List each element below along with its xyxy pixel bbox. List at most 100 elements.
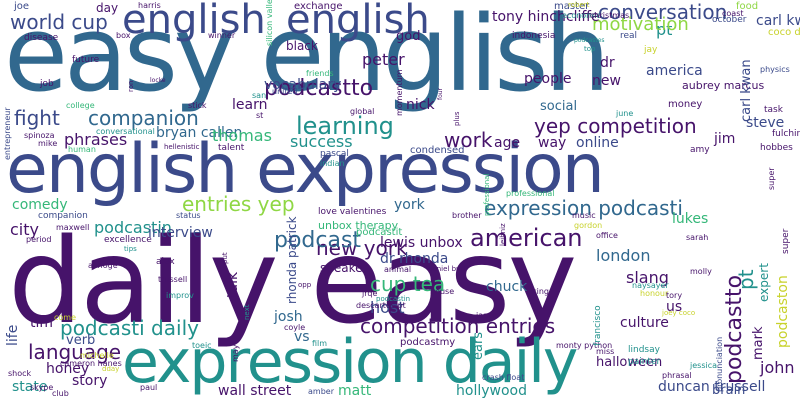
word-amber: skype: [30, 383, 54, 392]
word-unbox-therapy: rhonda patrick: [285, 216, 299, 304]
word-conversational: college: [66, 101, 95, 110]
word-tips: status: [176, 211, 201, 220]
word-physics: indonesia: [512, 31, 556, 41]
word-hollywood: josh: [274, 309, 303, 325]
word-day: tony hinchcliffe: [492, 9, 600, 25]
word-come: opp: [298, 281, 312, 289]
word-fight: fight: [14, 106, 60, 130]
word-joe: ears: [471, 331, 486, 360]
word-online: nick: [406, 97, 435, 113]
word-nick: carl kwan: [756, 13, 800, 29]
word-talk: city: [10, 220, 39, 239]
word-language: pt: [656, 20, 673, 39]
word-podcastin-small: film: [312, 339, 328, 348]
word-house: descartes pt: [356, 301, 406, 310]
word-podcast: podcastto: [722, 274, 747, 384]
word-tony-hinchcliffe: verb: [66, 333, 96, 348]
word-lukes: podcastin: [94, 218, 172, 237]
word-master: disease: [24, 33, 59, 43]
word-life: state: [12, 379, 48, 395]
word-comedy: story: [72, 373, 108, 389]
word-companion-small: indian: [320, 159, 345, 168]
word-slang: interview: [148, 225, 213, 241]
word-city: way: [538, 135, 567, 151]
word-learn: bryan callen: [156, 125, 243, 141]
word-dday: next: [243, 304, 251, 320]
word-office: animal: [384, 265, 412, 274]
word-aubrey-marcus: brain: [712, 383, 746, 398]
word-next: monty python: [556, 341, 613, 350]
word-coyle: joey coco: [662, 309, 696, 317]
word-culture: talk: [225, 271, 241, 298]
word-duncan-trussell: god: [396, 29, 421, 44]
word-new: steve: [746, 115, 785, 131]
word-human: plus: [453, 111, 461, 126]
word-skype: michelle: [80, 351, 114, 360]
word-brendan-schaub: super: [781, 228, 791, 254]
word-way: new: [592, 73, 621, 89]
word-english-1: english: [122, 0, 266, 43]
word-opp: tory: [666, 291, 683, 300]
word-status: pascal: [320, 149, 349, 159]
word-matt: host: [370, 298, 405, 317]
word-film: amber: [308, 387, 334, 396]
word-god: people: [524, 71, 572, 87]
word-molly: king: [532, 287, 550, 296]
word-friends: put: [221, 252, 229, 264]
word-dark: naysayer: [632, 281, 669, 290]
word-toeic: trussell: [158, 275, 188, 284]
word-jessica: professional: [483, 173, 491, 216]
word-miss: phrasal: [662, 371, 692, 380]
word-put: coyle: [284, 323, 306, 332]
word-mark: us: [666, 299, 683, 315]
word-june: jay: [644, 45, 658, 55]
word-hobbes: june: [616, 109, 634, 118]
word-conversation: conversation: [598, 0, 728, 24]
word-age: america: [646, 63, 703, 79]
word-podcastmy: paul: [140, 383, 158, 392]
word-podcastin: online: [576, 135, 619, 151]
word-san: dday: [102, 365, 120, 373]
word-an: silicon valley: [265, 0, 274, 46]
word-painter: professional: [506, 189, 555, 198]
word-competition-entries: competition entries: [360, 314, 556, 338]
word-expression-daily: expression daily: [122, 327, 578, 397]
word-professional: music: [572, 211, 596, 220]
word-social: black: [286, 39, 318, 53]
word-united: come: [54, 313, 77, 322]
word-four: robert: [568, 1, 590, 9]
word-economic: harris: [138, 1, 161, 10]
word-entrepreneur: winner: [208, 31, 236, 40]
word-sarah: office: [596, 231, 618, 240]
word-period: aj hoge: [88, 261, 118, 270]
word-maxwell: may: [231, 344, 240, 362]
word-vocabulary: life: [5, 324, 21, 346]
word-verb: tim: [30, 315, 54, 331]
word-show: super: [767, 167, 776, 190]
word-jim: john: [760, 358, 795, 377]
word-wall-street: matt: [338, 383, 372, 399]
word-october: master: [554, 1, 590, 12]
word-eminem: four: [437, 87, 444, 100]
word-interview: york: [394, 197, 425, 213]
word-aj-hoge: alex: [156, 257, 175, 267]
word-josh: language: [28, 340, 122, 364]
word-lewis-unbox: hollywood: [456, 383, 527, 399]
word-mike: future: [72, 55, 100, 65]
word-motivation: learn: [232, 97, 268, 113]
word-job: st: [256, 111, 264, 120]
word-companion: companion: [88, 106, 199, 130]
word-food: economic: [562, 11, 601, 20]
word-silicon-valley: entrepreneur: [3, 107, 12, 160]
word-top: locke: [150, 77, 166, 84]
word-podcaston: social: [540, 99, 578, 114]
word-gordon: honour: [640, 289, 669, 298]
word-college: momentum: [395, 69, 404, 116]
word-english-expression: english expression: [6, 130, 605, 209]
word-vs: slang: [626, 268, 669, 287]
word-indonesia: food: [736, 1, 759, 12]
word-trussell: excellence: [104, 235, 152, 245]
word-honey: culture: [620, 315, 669, 331]
word-us: motivation: [592, 14, 689, 35]
word-podcastes: box: [116, 31, 131, 40]
